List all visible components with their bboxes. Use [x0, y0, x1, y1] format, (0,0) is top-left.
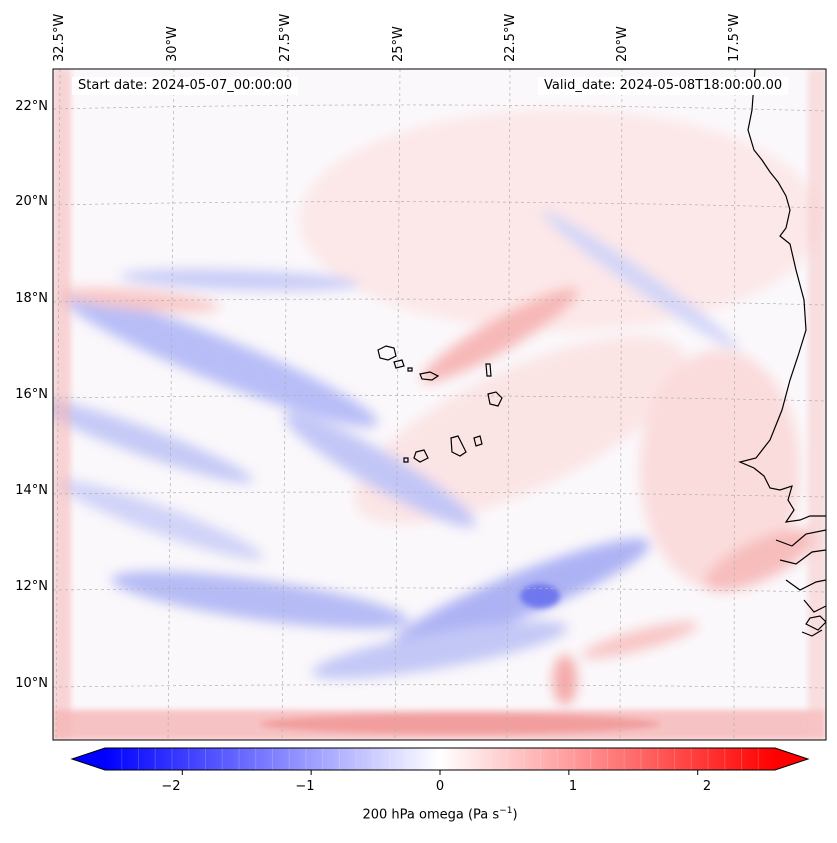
omega-field — [53, 69, 826, 740]
lon-label-20w: 20°W — [615, 26, 630, 62]
colorbar-label-text: 200 hPa omega (Pa s — [362, 807, 500, 823]
lat-label-12n: 12°N — [15, 579, 48, 594]
boa-vista-island — [487, 391, 503, 407]
santiago-island — [450, 435, 467, 457]
colorbar-gradient — [105, 748, 775, 770]
colorbar — [70, 747, 810, 775]
map-frame — [52, 68, 827, 741]
colorbar-tick-label: 1 — [568, 779, 578, 794]
colorbar-tick-label: 2 — [702, 779, 712, 794]
lat-label-20n: 20°N — [15, 194, 48, 209]
colorbar-extend-low — [72, 748, 105, 770]
colorbar-tick-label: 0 — [435, 779, 445, 794]
valid-date-label: Valid_date: 2024-05-08T18:00:00.00 — [538, 77, 789, 95]
start-date-label: Start date: 2024-05-07_00:00:00 — [72, 77, 299, 95]
lon-label-17-5w: 17.5°W — [727, 13, 742, 62]
colorbar-label: 200 hPa omega (Pa s−1) — [0, 806, 837, 822]
lat-label-16n: 16°N — [15, 387, 48, 402]
santo-antao-island — [377, 345, 397, 361]
colorbar-tick-label: −1 — [295, 779, 315, 794]
colorbar-label-exponent: −1 — [499, 806, 513, 816]
graticule — [53, 69, 826, 740]
fogo-island — [413, 449, 429, 463]
lon-label-30w: 30°W — [165, 26, 180, 62]
colorbar-tick-label: −2 — [161, 779, 181, 794]
colorbar-outline — [70, 747, 810, 771]
lon-label-32-5w: 32.5°W — [52, 13, 67, 62]
coastlines — [377, 69, 826, 637]
lat-label-10n: 10°N — [15, 676, 48, 691]
lon-label-25w: 25°W — [391, 26, 406, 62]
lon-label-27-5w: 27.5°W — [278, 13, 293, 62]
strong-ascent-core — [520, 584, 560, 608]
lat-label-14n: 14°N — [15, 483, 48, 498]
colorbar-extend-high — [775, 748, 808, 770]
lon-label-22-5w: 22.5°W — [503, 13, 518, 62]
colorbar-label-suffix: ) — [512, 807, 518, 823]
lat-label-18n: 18°N — [15, 291, 48, 306]
lat-label-22n: 22°N — [15, 99, 48, 114]
